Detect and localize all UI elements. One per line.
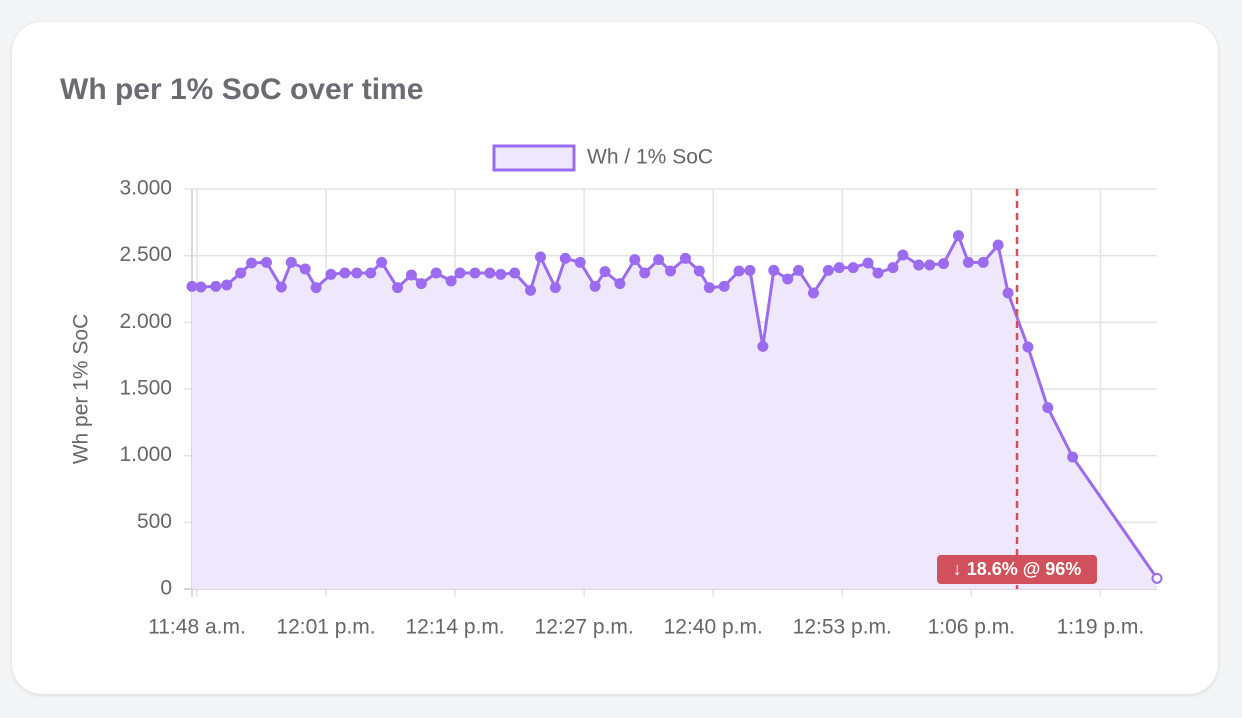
data-point (430, 267, 442, 279)
data-point (559, 252, 571, 264)
x-tick-label: 1:06 p.m. (928, 616, 1016, 639)
y-tick-label: 3.000 (119, 177, 172, 200)
data-point (246, 257, 258, 269)
data-point (484, 267, 496, 279)
y-tick-label: 2.500 (119, 243, 172, 266)
legend-swatch (492, 144, 576, 172)
data-point (913, 259, 925, 271)
data-point (833, 262, 845, 274)
data-point (847, 262, 859, 274)
data-point (629, 254, 641, 266)
data-point (977, 256, 989, 268)
data-point (495, 268, 507, 280)
data-point (365, 267, 377, 279)
data-point (793, 264, 805, 276)
data-point (415, 278, 427, 290)
data-point (614, 278, 626, 290)
data-point (221, 279, 233, 291)
x-tick-label: 12:53 p.m. (793, 616, 892, 639)
data-point (862, 257, 874, 269)
data-point (299, 263, 311, 275)
data-point (186, 280, 198, 292)
area (192, 235, 1157, 589)
data-point (599, 266, 611, 278)
data-point (445, 275, 457, 287)
y-tick-label: 0 (160, 577, 172, 600)
data-point (782, 273, 794, 285)
x-tick-label: 11:48 a.m. (148, 616, 246, 639)
x-tick-label: 1:19 p.m. (1057, 616, 1145, 639)
y-tick-label: 2.000 (119, 310, 172, 333)
data-point (351, 267, 363, 279)
x-tick-label: 12:14 p.m. (405, 616, 504, 639)
data-point (275, 281, 287, 293)
chart-title: Wh per 1% SoC over time (60, 73, 423, 106)
data-point (962, 256, 974, 268)
data-point (718, 280, 730, 292)
data-point (1042, 402, 1054, 414)
data-point (639, 267, 651, 279)
data-point (952, 230, 964, 242)
data-point (897, 249, 909, 261)
data-point (260, 256, 272, 268)
data-point (1022, 341, 1034, 353)
data-point (534, 251, 546, 263)
data-point (665, 265, 677, 277)
data-point (574, 256, 586, 268)
x-tick-label: 12:40 p.m. (664, 616, 763, 639)
data-point (887, 262, 899, 274)
y-tick-label: 1.000 (119, 443, 172, 466)
data-point (392, 282, 404, 294)
data-point (589, 280, 601, 292)
x-tick-label: 12:01 p.m. (276, 616, 375, 639)
data-point (525, 284, 537, 296)
data-point (703, 282, 715, 294)
data-point (807, 287, 819, 299)
data-point (376, 256, 388, 268)
data-point (339, 267, 351, 279)
data-point (235, 267, 247, 279)
data-point (405, 269, 417, 281)
data-point (1067, 451, 1079, 463)
y-tick-label: 1.500 (119, 377, 172, 400)
data-point (938, 258, 950, 270)
data-point (693, 265, 705, 277)
data-point (210, 280, 222, 292)
data-point (822, 264, 834, 276)
data-point (549, 282, 561, 294)
data-point (454, 267, 466, 279)
y-axis-label: Wh per 1% SoC (70, 314, 93, 465)
annotation-badge (937, 555, 1098, 584)
data-point (924, 259, 936, 271)
data-point (992, 239, 1004, 251)
data-point (509, 267, 521, 279)
data-point (768, 264, 780, 276)
data-point (653, 254, 665, 266)
data-point (733, 265, 745, 277)
data-point (310, 282, 322, 294)
data-point (469, 267, 481, 279)
data-point (757, 340, 769, 352)
data-point (285, 256, 297, 268)
data-point (195, 281, 207, 293)
data-point (1151, 572, 1163, 584)
data-point (679, 252, 691, 264)
x-tick-label: 12:27 p.m. (535, 616, 634, 639)
legend-label: Wh / 1% SoC (587, 146, 713, 169)
data-point (872, 267, 884, 279)
annotation-label: ↓ 18.6% @ 96% (953, 559, 1082, 579)
data-point (744, 264, 756, 276)
data-point (1002, 287, 1014, 299)
y-tick-label: 500 (137, 510, 172, 533)
data-point (325, 268, 337, 280)
